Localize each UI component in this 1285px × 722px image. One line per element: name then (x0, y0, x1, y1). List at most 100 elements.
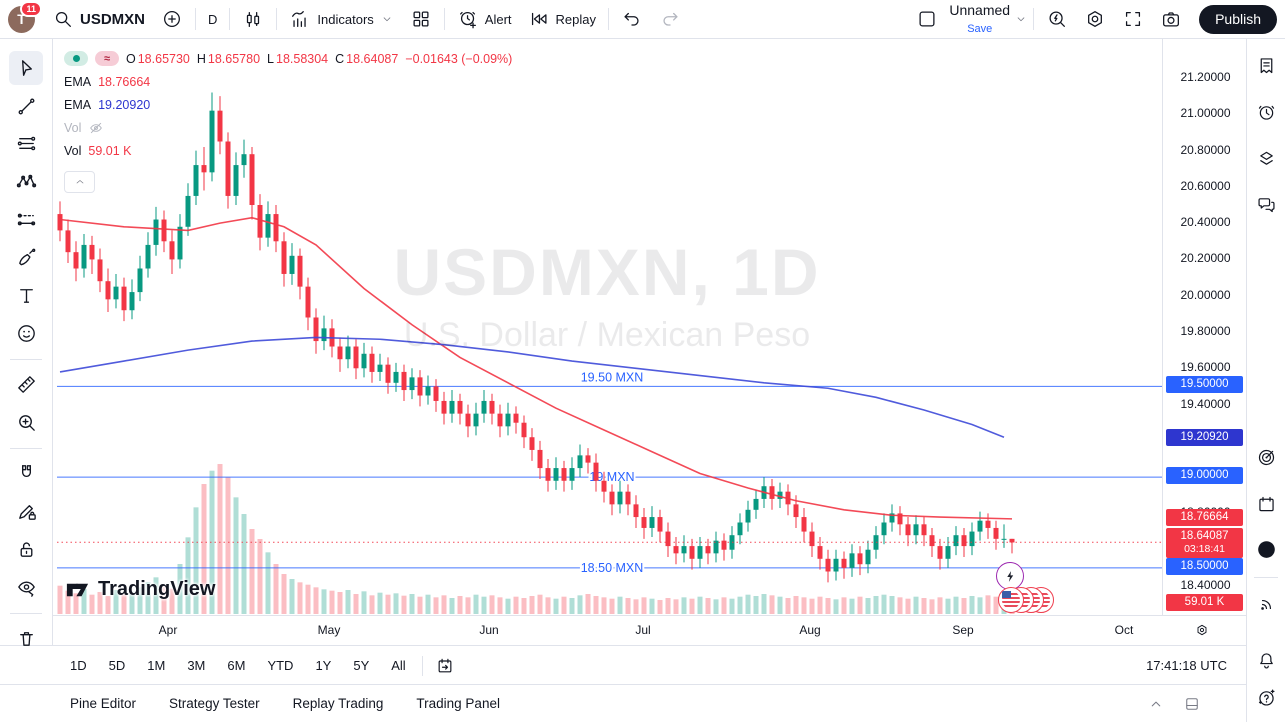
tab-replay-trading[interactable]: Replay Trading (292, 696, 384, 711)
clock[interactable]: 17:41:18 UTC (1146, 658, 1227, 673)
change-value: −0.01643 (−0.09%) (405, 51, 513, 66)
notifications-icon[interactable] (1251, 645, 1281, 675)
alert-button[interactable]: Alert (450, 4, 519, 34)
settings-button[interactable] (1077, 4, 1113, 34)
brush-tool-icon[interactable] (9, 240, 43, 274)
scanner-icon[interactable] (1251, 442, 1281, 472)
grid-layout-icon (413, 11, 429, 27)
chat-icon[interactable] (1251, 189, 1281, 219)
legend-vol-hidden-row[interactable]: Vol (64, 119, 512, 136)
pattern-tool-icon[interactable] (9, 164, 43, 198)
fullscreen-button[interactable] (1115, 4, 1151, 34)
replay-button[interactable]: Replay (521, 4, 603, 34)
text-tool-icon[interactable] (9, 278, 43, 312)
quick-search-button[interactable] (1039, 4, 1075, 34)
indicator-templates-button[interactable] (403, 4, 439, 34)
range-button-1m[interactable]: 1M (147, 658, 166, 673)
series-marker-chip[interactable] (64, 51, 88, 66)
indicators-button[interactable]: Indicators (282, 4, 400, 34)
hide-drawings-tool-icon[interactable] (9, 570, 43, 604)
month-tick-oct: Oct (1114, 623, 1134, 637)
compare-marker-chip[interactable]: ≈ (95, 51, 119, 66)
layout-button[interactable] (909, 4, 945, 34)
rail-divider (10, 448, 42, 449)
range-button-3m[interactable]: 3M (187, 658, 206, 673)
chevron-down-icon[interactable] (1014, 12, 1028, 26)
emoji-tool-icon[interactable] (9, 316, 43, 350)
time-axis[interactable]: Apr May Jun Jul Aug Sep Oct (52, 615, 1247, 646)
legend-ema-slow-row[interactable]: EMA 19.20920 (64, 96, 512, 113)
range-button-all[interactable]: All (391, 658, 406, 673)
publish-button[interactable]: Publish (1199, 4, 1277, 34)
screenshot-button[interactable] (1153, 4, 1189, 34)
projection-tool-icon[interactable] (9, 202, 43, 236)
indicators-icon (292, 11, 307, 27)
apps-icon[interactable] (1251, 534, 1281, 564)
replay-icon (531, 12, 547, 26)
help-icon[interactable] (1251, 682, 1281, 712)
drawing-mode-tool-icon[interactable] (9, 494, 43, 528)
ema-slow-label: EMA (64, 97, 92, 112)
range-button-5y[interactable]: 5Y (353, 658, 370, 673)
compare-add-symbol-button[interactable] (154, 4, 190, 34)
range-button-1y[interactable]: 1Y (315, 658, 332, 673)
event-flash-icon[interactable] (996, 562, 1024, 590)
tab-strategy-tester[interactable]: Strategy Tester (169, 696, 260, 711)
object-tree-icon[interactable] (1251, 143, 1281, 173)
price-tick: 21.20000 (1180, 70, 1231, 84)
open-label: O (126, 51, 136, 66)
tab-trading-panel[interactable]: Trading Panel (416, 696, 500, 711)
eye-off-icon[interactable] (88, 120, 104, 136)
toolbar-divider (443, 8, 445, 30)
layout-name: Unnamed (949, 2, 1011, 18)
price-tick: 19.40000 (1180, 396, 1231, 411)
panel-open-chevron-icon[interactable] (1147, 695, 1165, 713)
panel-maximize-icon[interactable] (1183, 695, 1201, 713)
chart-style-button[interactable] (235, 4, 271, 34)
range-button-1d[interactable]: 1D (70, 658, 87, 673)
alerts-icon[interactable] (1251, 97, 1281, 127)
magnet-tool-icon[interactable] (9, 456, 43, 490)
toolbar-divider (421, 655, 423, 676)
range-button-5d[interactable]: 5D (108, 658, 126, 673)
tab-pine-editor[interactable]: Pine Editor (70, 696, 137, 711)
undo-button[interactable] (614, 4, 650, 34)
remove-objects-tool-icon[interactable] (9, 621, 43, 655)
symbol-search-button[interactable]: USDMXN (45, 4, 152, 34)
streams-icon[interactable] (1251, 589, 1281, 619)
axis-settings-icon[interactable] (1194, 622, 1210, 638)
redo-button[interactable] (652, 4, 688, 34)
range-button-ytd[interactable]: YTD (267, 658, 294, 673)
interval-label: D (208, 11, 218, 27)
measure-tool-icon[interactable] (9, 367, 43, 401)
bottom-toolbar: 1D 5D 1M 3M 6M YTD 1Y 5Y All 17:41:18 UTC (0, 645, 1247, 685)
user-avatar[interactable]: T 11 (8, 0, 42, 33)
svg-text:19 MXN: 19 MXN (589, 470, 634, 484)
tradingview-logo[interactable]: TradingView (64, 576, 215, 603)
save-link[interactable]: Save (967, 23, 993, 35)
range-button-6m[interactable]: 6M (227, 658, 246, 673)
economic-calendar-icon[interactable] (1251, 489, 1281, 519)
legend-collapse-button[interactable] (64, 171, 95, 193)
lock-drawings-tool-icon[interactable] (9, 532, 43, 566)
go-to-date-button[interactable] (431, 651, 459, 681)
zoom-in-tool-icon[interactable] (9, 405, 43, 439)
avatar-initial: T (17, 11, 26, 27)
bottom-panel-controls (1147, 685, 1201, 722)
interval-button[interactable]: D (201, 4, 224, 34)
horizontal-line-tool-icon[interactable] (9, 126, 43, 160)
chart-canvas[interactable]: 19.50 MXN 19 MXN 18.50 MXN (52, 38, 1162, 615)
legend-ema-fast-row[interactable]: EMA 18.76664 (64, 73, 512, 90)
redo-icon (663, 12, 678, 26)
ema-slow-line (59, 336, 1005, 438)
legend-vol-row[interactable]: Vol 59.01 K (64, 142, 512, 159)
trend-line-tool-icon[interactable] (9, 89, 43, 123)
cursor-tool-icon[interactable] (9, 51, 43, 85)
price-tick: 20.40000 (1180, 215, 1231, 230)
candles (57, 92, 1015, 583)
save-layout-button[interactable]: Unnamed Save (947, 2, 1012, 35)
drawing-toolbar (0, 38, 53, 646)
price-axis[interactable]: 21.20000 21.00000 20.80000 20.60000 20.40000… (1162, 38, 1248, 615)
watchlist-icon[interactable] (1251, 50, 1281, 80)
right-sidebar (1246, 38, 1285, 722)
